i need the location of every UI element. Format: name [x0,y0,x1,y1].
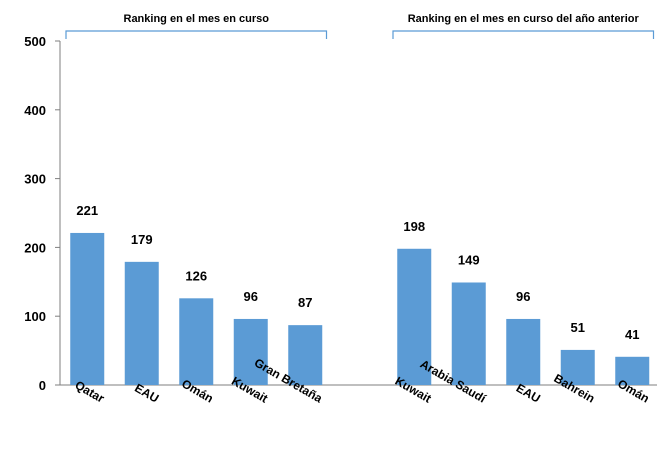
data-label: 41 [625,327,639,342]
bar [124,261,159,385]
data-label: 87 [298,295,312,310]
y-tick-label: 200 [24,240,46,255]
data-label: 198 [403,219,425,234]
bar [615,356,650,385]
bar [451,282,486,385]
bar [179,298,214,385]
group-brackets: Ranking en el mes en curso Ranking en el … [65,13,655,39]
bars [70,232,650,385]
bar [560,349,595,385]
data-label: 149 [458,252,480,267]
data-label: 96 [244,289,258,304]
y-tick-label: 500 [24,34,46,49]
y-tick-label: 0 [39,378,46,393]
y-tick-label: 400 [24,103,46,118]
group-label: Ranking en el mes en curso [124,13,270,25]
group-bracket [392,30,655,39]
bar [397,248,432,385]
bar [233,318,268,385]
bar [288,325,323,385]
data-label: 126 [185,268,207,283]
group-label: Ranking en el mes en curso del año anter… [408,13,640,25]
y-axis: 0 100 200 300 400 500 [24,34,657,393]
bar [70,232,105,385]
y-tick-label: 300 [24,172,46,187]
y-tick-label: 100 [24,309,46,324]
data-label: 96 [516,289,530,304]
group-bracket [65,30,328,39]
data-label: 221 [76,203,98,218]
data-labels: 221 179 126 96 87 198 149 96 51 41 [76,203,639,342]
data-label: 179 [131,232,153,247]
data-label: 51 [571,320,585,335]
bar [506,318,541,385]
